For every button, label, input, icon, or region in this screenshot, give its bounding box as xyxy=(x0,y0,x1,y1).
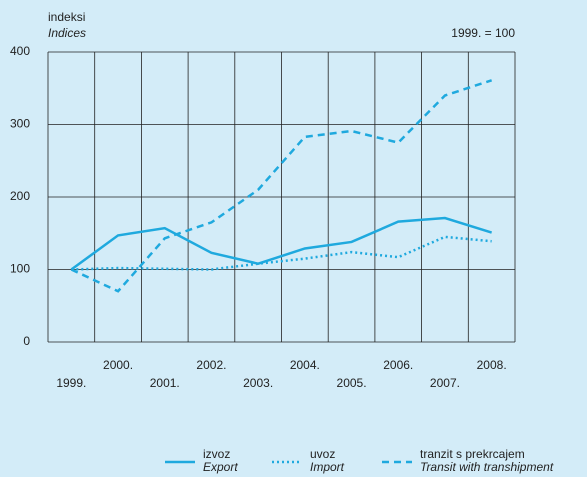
legend-label-en: Export xyxy=(203,460,238,474)
y-tick-label: 100 xyxy=(10,262,30,276)
legend-label: uvoz xyxy=(310,447,335,461)
y-tick-label: 300 xyxy=(10,117,30,131)
legend-label: izvoz xyxy=(203,447,230,461)
y-label: indeksi xyxy=(48,10,85,24)
y-tick-label: 400 xyxy=(10,44,30,58)
x-tick-label: 2000. xyxy=(103,358,133,372)
x-tick-label: 2007. xyxy=(430,376,460,390)
legend-label-en: Transit with transhipment xyxy=(420,460,554,474)
x-tick-label: 2008. xyxy=(477,358,507,372)
y-tick-label: 0 xyxy=(23,334,30,348)
series-line xyxy=(71,235,492,271)
legend-label: tranzit s prekrcajem xyxy=(420,447,525,461)
x-tick-label: 2005. xyxy=(337,376,367,390)
y-tick-label: 200 xyxy=(10,189,30,203)
x-tick-label: 2004. xyxy=(290,358,320,372)
x-tick-label: 2003. xyxy=(243,376,273,390)
legend-label-en: Import xyxy=(310,460,345,474)
y-label-en: Indices xyxy=(48,26,86,40)
x-tick-label: 2002. xyxy=(196,358,226,372)
x-tick-label: 2006. xyxy=(383,358,413,372)
x-tick-label: 2001. xyxy=(150,376,180,390)
note: 1999. = 100 xyxy=(451,26,515,40)
series-line xyxy=(70,79,493,293)
series-line xyxy=(70,216,493,271)
x-tick-label: 1999. xyxy=(56,376,86,390)
